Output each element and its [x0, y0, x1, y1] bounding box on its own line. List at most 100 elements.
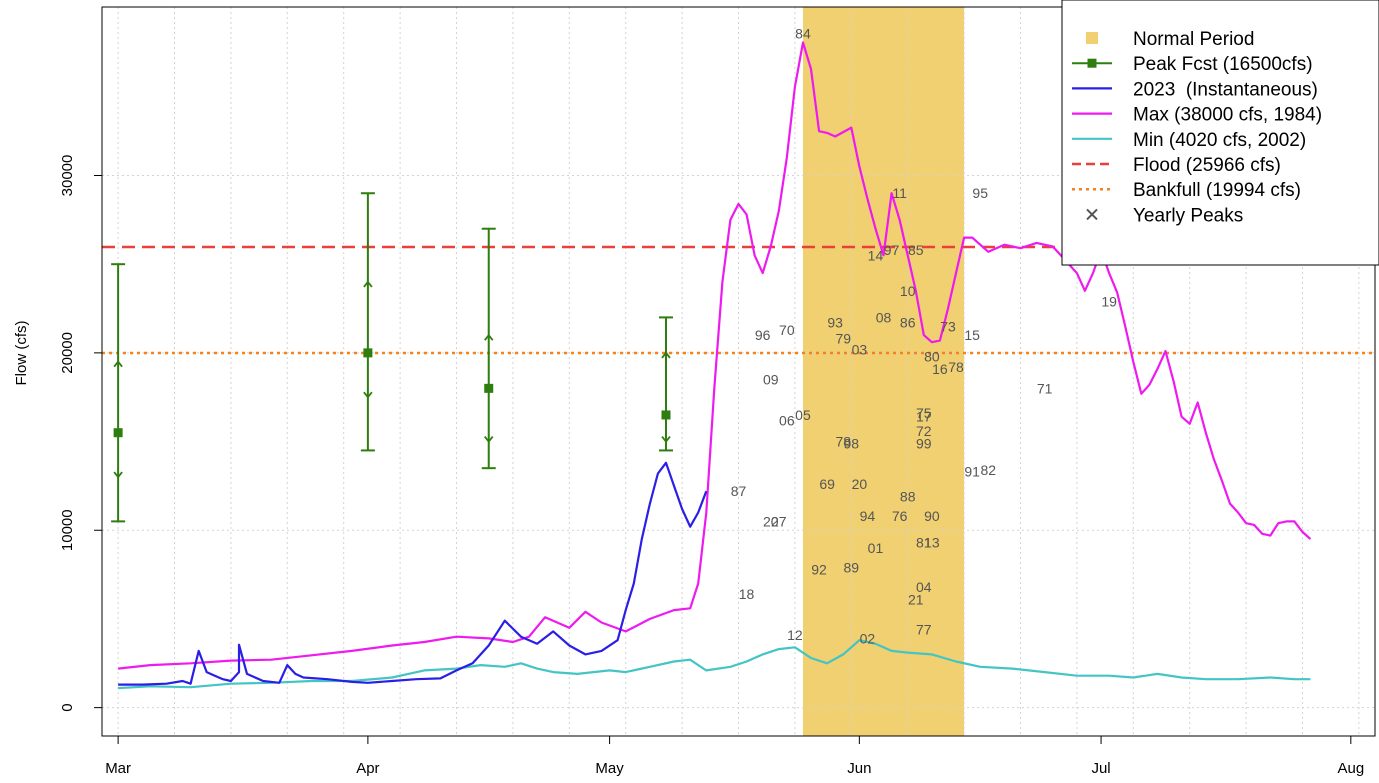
- series-2023-line: [118, 461, 708, 686]
- yearly-peak-label: 99: [916, 435, 932, 451]
- yearly-peak-label: 89: [844, 559, 860, 575]
- yearly-peak-label: 79: [835, 331, 851, 347]
- yearly-peak-label: 05: [795, 407, 811, 423]
- yearly-peak-label: 13: [924, 535, 940, 551]
- x-tick-label: Mar: [105, 760, 131, 777]
- yearly-peak-label: 19: [1101, 293, 1117, 309]
- yearly-peak-label: 80: [924, 348, 940, 364]
- legend-entry: 2023 (Instantaneous): [1072, 79, 1318, 100]
- legend-entry: Min (4020 cfs, 2002): [1072, 130, 1306, 151]
- forecast-point: [661, 410, 671, 420]
- yearly-peak-label: 97: [884, 242, 900, 258]
- legend-label: Max (38000 cfs, 1984): [1133, 105, 1322, 126]
- flow-series: [117, 41, 1312, 690]
- legend-box: [1061, 0, 1379, 266]
- axes: Mar Apr May Jun Jul Aug 0 10000 20000 30000: [59, 155, 1364, 777]
- x-tick-label: Aug: [1337, 760, 1364, 777]
- yearly-peak-label: 84: [795, 26, 811, 42]
- yearly-peak-label: 86: [900, 315, 916, 331]
- yearly-peak-label: 71: [1037, 380, 1053, 396]
- yearly-peak-label: 03: [852, 341, 868, 357]
- legend-label: Bankfull (19994 cfs): [1133, 180, 1301, 201]
- yearly-peak-label: 75: [916, 405, 932, 421]
- yearly-peak-label: 76: [892, 508, 908, 524]
- legend-label: 2023 (Instantaneous): [1133, 79, 1318, 100]
- x-tick-label: Apr: [356, 760, 379, 777]
- yearly-peak-label: 78: [948, 359, 964, 375]
- yearly-peak-label: 08: [876, 309, 892, 325]
- yearly-peak-label: 21: [908, 591, 924, 607]
- forecast-point: [484, 383, 494, 393]
- legend-label: Normal Period: [1133, 29, 1254, 50]
- forecast-upper-arrow: [661, 351, 671, 359]
- yearly-peak-label: 04: [916, 579, 932, 595]
- legend-entry: Max (38000 cfs, 1984): [1072, 105, 1322, 126]
- series-min-line: [118, 639, 1311, 690]
- series-max-line: [117, 41, 1312, 670]
- y-axis-title: Flow (cfs): [13, 321, 30, 386]
- forecast-point: [113, 428, 123, 438]
- yearly-peak-label: 87: [731, 483, 747, 499]
- forecast-upper-arrow: [113, 360, 123, 368]
- forecast-lower-arrow: [484, 435, 494, 444]
- yearly-peak-label: 85: [908, 242, 924, 258]
- yearly-peak-label: 93: [827, 315, 843, 331]
- legend-label: Peak Fcst (16500cfs): [1133, 54, 1313, 75]
- peak-forecast-bar: [658, 316, 673, 452]
- yearly-peak-label: 90: [924, 508, 940, 524]
- yearly-peak-label: 20: [852, 476, 868, 492]
- yearly-peak-label: 20: [763, 513, 779, 529]
- legend-swatch-normal: [1086, 32, 1098, 44]
- legend-entry: Normal Period: [1086, 29, 1254, 50]
- yearly-peak-label: 17: [916, 409, 932, 425]
- y-tick-label: 30000: [59, 155, 76, 197]
- yearly-peak-label: 10: [900, 283, 916, 299]
- yearly-peak-label: 12: [787, 627, 803, 643]
- yearly-peak-label: 82: [980, 462, 996, 478]
- yearly-peak-label: 70: [779, 322, 795, 338]
- peak-forecast-bar: [481, 227, 496, 470]
- yearly-peak-label: 81: [916, 535, 932, 551]
- forecast-upper-arrow: [363, 280, 373, 288]
- legend-label: Min (4020 cfs, 2002): [1133, 130, 1306, 151]
- yearly-peak-label: 88: [900, 489, 916, 505]
- yearly-peak-label: 72: [916, 423, 932, 439]
- y-tick-label: 10000: [59, 509, 76, 551]
- y-tick-label: 20000: [59, 332, 76, 374]
- yearly-peak-label: 16: [932, 361, 948, 377]
- yearly-peak-label: 91: [964, 464, 980, 480]
- yearly-peak-label: 98: [844, 435, 860, 451]
- legend-entry: Peak Fcst (16500cfs): [1072, 54, 1313, 75]
- legend-entry: Flood (25966 cfs): [1072, 155, 1281, 176]
- forecast-lower-arrow: [363, 391, 373, 399]
- yearly-peak-label: 94: [860, 508, 876, 524]
- yearly-peak-label: 14: [868, 247, 884, 263]
- yearly-peak-label: 09: [763, 371, 779, 387]
- x-tick-label: May: [595, 760, 624, 777]
- yearly-peak-label: 73: [940, 318, 956, 334]
- peak-forecast-bar: [360, 192, 375, 452]
- yearly-peak-label: 18: [739, 586, 755, 602]
- peak-forecast-bar: [111, 263, 126, 523]
- forecast-lower-arrow: [113, 471, 123, 479]
- yearly-peak-label: 92: [811, 561, 827, 577]
- yearly-peak-label: 96: [755, 327, 771, 343]
- x-tick-label: Jun: [847, 760, 871, 777]
- yearly-peak-label: 69: [819, 476, 835, 492]
- yearly-peak-label: 11: [892, 185, 907, 201]
- legend: Normal Period Peak Fcst (16500cfs) 2023 (I…: [1061, 0, 1379, 266]
- yearly-peak-label: 06: [779, 412, 795, 428]
- plot-frame: [101, 6, 1376, 737]
- x-tick-label: Jul: [1091, 760, 1110, 777]
- forecast-upper-arrow: [484, 333, 494, 341]
- legend-label: Yearly Peaks: [1133, 205, 1243, 226]
- legend-swatch-forecast-point: [1087, 58, 1097, 68]
- yearly-peak-label: 01: [868, 540, 884, 556]
- yearly-peak-label: 02: [860, 630, 876, 646]
- legend-entry: Bankfull (19994 cfs): [1072, 180, 1301, 201]
- yearly-peak-label: 95: [972, 185, 988, 201]
- yearly-peak-label: 77: [916, 622, 932, 638]
- yearly-peak-label: 78: [835, 434, 851, 450]
